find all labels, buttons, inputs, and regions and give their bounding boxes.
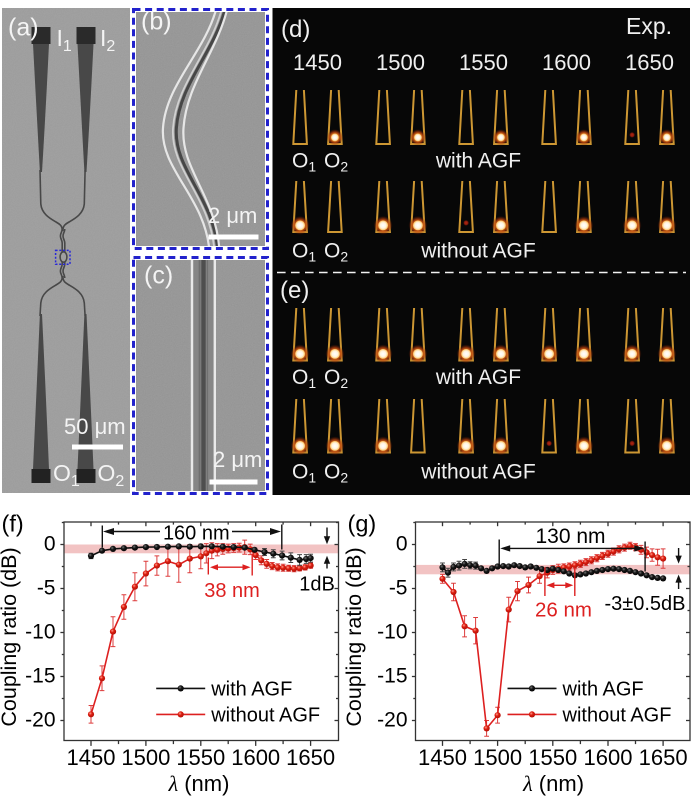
svg-text:1650: 1650 <box>625 50 674 75</box>
svg-text:-3±0.5dB: -3±0.5dB <box>604 593 685 615</box>
svg-text:λ (nm): λ (nm) <box>168 771 230 796</box>
svg-text:-15: -15 <box>25 665 55 688</box>
svg-text:-20: -20 <box>377 709 407 732</box>
svg-text:(b): (b) <box>141 8 172 36</box>
svg-text:without AGF: without AGF <box>210 704 320 726</box>
svg-text:1550: 1550 <box>176 745 225 770</box>
svg-text:-15: -15 <box>377 665 407 688</box>
svg-text:1650: 1650 <box>286 745 335 770</box>
svg-text:1650: 1650 <box>639 745 688 770</box>
svg-text:1550: 1550 <box>459 50 508 75</box>
svg-text:-10: -10 <box>25 621 55 644</box>
svg-text:with AGF: with AGF <box>562 678 644 700</box>
svg-text:1450: 1450 <box>67 745 116 770</box>
svg-text:50 μm: 50 μm <box>64 414 126 439</box>
svg-text:O2: O2 <box>324 366 348 391</box>
svg-text:1500: 1500 <box>121 745 170 770</box>
svg-text:Coupling ratio (dB): Coupling ratio (dB) <box>342 547 366 726</box>
svg-text:Exp.: Exp. <box>626 13 672 39</box>
svg-text:-5: -5 <box>389 577 408 600</box>
svg-text:(g): (g) <box>348 511 377 537</box>
svg-text:1450: 1450 <box>418 745 467 770</box>
svg-text:λ (nm): λ (nm) <box>522 771 584 796</box>
svg-text:(c): (c) <box>144 262 173 290</box>
svg-text:130 nm: 130 nm <box>535 525 605 548</box>
svg-text:(d): (d) <box>281 16 310 43</box>
svg-text:Coupling ratio (dB): Coupling ratio (dB) <box>0 547 21 726</box>
svg-text:(e): (e) <box>280 277 309 304</box>
svg-text:26 nm: 26 nm <box>535 599 592 622</box>
svg-text:0: 0 <box>44 533 56 556</box>
svg-text:1500: 1500 <box>473 745 522 770</box>
svg-text:(a): (a) <box>8 14 39 42</box>
svg-text:38 nm: 38 nm <box>204 580 260 602</box>
svg-text:without AGF: without AGF <box>562 704 672 726</box>
svg-text:without AGF: without AGF <box>420 240 535 263</box>
svg-text:with AGF: with AGF <box>435 366 521 389</box>
svg-text:1600: 1600 <box>231 745 280 770</box>
svg-text:160 nm: 160 nm <box>163 523 230 545</box>
svg-text:1600: 1600 <box>542 50 591 75</box>
svg-text:-5: -5 <box>37 577 56 600</box>
svg-text:-20: -20 <box>25 709 55 732</box>
svg-text:1500: 1500 <box>376 50 425 75</box>
svg-text:2 μm: 2 μm <box>213 447 262 472</box>
svg-text:1550: 1550 <box>528 745 577 770</box>
svg-text:1450: 1450 <box>293 50 342 75</box>
svg-text:1dB: 1dB <box>299 574 335 596</box>
svg-text:2 μm: 2 μm <box>208 203 257 228</box>
svg-text:0: 0 <box>396 533 408 556</box>
svg-text:O2: O2 <box>324 240 348 265</box>
svg-text:with AGF: with AGF <box>210 678 292 700</box>
svg-text:with AGF: with AGF <box>435 150 521 173</box>
svg-text:without AGF: without AGF <box>420 461 535 484</box>
svg-text:O1: O1 <box>53 460 80 490</box>
svg-text:-10: -10 <box>377 621 407 644</box>
svg-text:1600: 1600 <box>584 745 633 770</box>
svg-text:(f): (f) <box>2 511 24 537</box>
